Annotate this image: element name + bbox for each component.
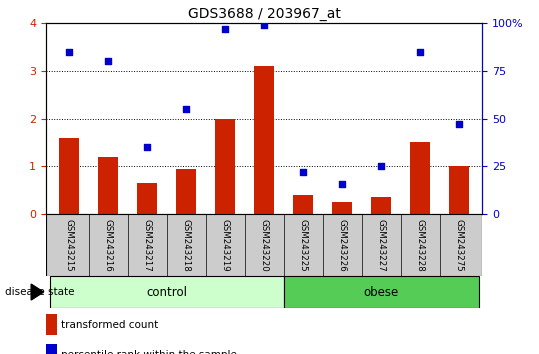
Bar (99, 157, 118, 214)
Bar (371, 198, 391, 214)
Point (182, 106, 190, 112)
Bar (293, 195, 313, 214)
Text: control: control (146, 286, 187, 298)
Point (377, 164, 385, 169)
Text: GSM243225: GSM243225 (299, 219, 308, 272)
Text: GSM243215: GSM243215 (65, 219, 74, 272)
Point (455, 121, 464, 127)
Point (221, 26, 230, 32)
Point (260, 22, 268, 28)
Point (299, 169, 307, 175)
Text: GSM243216: GSM243216 (103, 219, 113, 272)
Text: obese: obese (363, 286, 399, 298)
Bar (450, 166, 469, 214)
Bar (50, 276, 284, 308)
Bar (46, 314, 57, 335)
Text: GSM243217: GSM243217 (143, 219, 151, 272)
Bar (59, 138, 79, 214)
Polygon shape (31, 284, 44, 300)
Text: GSM243228: GSM243228 (416, 219, 425, 272)
Text: disease state: disease state (5, 287, 75, 297)
Text: GSM243220: GSM243220 (260, 219, 268, 272)
Bar (284, 276, 479, 308)
FancyBboxPatch shape (46, 214, 482, 276)
Bar (410, 142, 430, 214)
Point (143, 144, 151, 150)
Bar (176, 169, 196, 214)
Text: GSM243219: GSM243219 (220, 219, 230, 272)
Text: transformed count: transformed count (61, 320, 158, 330)
Text: GSM243227: GSM243227 (377, 219, 385, 272)
Bar (216, 119, 235, 214)
Text: GSM243218: GSM243218 (182, 219, 191, 272)
Point (416, 49, 424, 55)
Bar (333, 202, 352, 214)
Bar (137, 183, 157, 214)
Title: GDS3688 / 203967_at: GDS3688 / 203967_at (188, 7, 341, 21)
Text: percentile rank within the sample: percentile rank within the sample (61, 350, 237, 354)
Text: GSM243275: GSM243275 (454, 219, 464, 272)
Bar (254, 66, 274, 214)
Bar (46, 344, 57, 354)
Text: GSM243226: GSM243226 (337, 219, 347, 272)
Point (338, 181, 347, 187)
Point (104, 58, 113, 64)
Point (65, 49, 73, 55)
